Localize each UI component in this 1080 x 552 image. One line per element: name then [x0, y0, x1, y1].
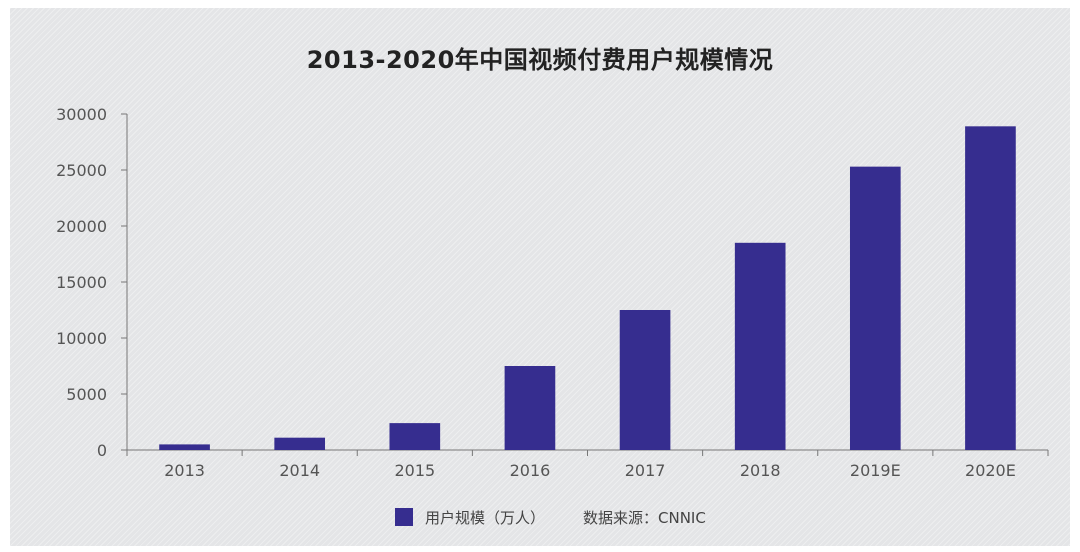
y-axis-ticks: 0 5000 10000 15000 20000 25000 30000	[56, 105, 127, 460]
x-tick-label: 2019E	[850, 461, 901, 480]
y-tick-label: 0	[97, 441, 107, 460]
bar-2013	[159, 444, 210, 450]
x-tick-label: 2015	[394, 461, 435, 480]
bar-2019E	[849, 166, 901, 450]
y-tick-label: 15000	[56, 273, 107, 292]
bar-2014	[274, 437, 326, 450]
data-source-note: 数据来源：CNNIC	[583, 508, 706, 527]
x-tick-label: 2014	[279, 461, 320, 480]
chart-title: 2013-2020年中国视频付费用户规模情况	[306, 46, 774, 74]
x-tick-label: 2018	[740, 461, 781, 480]
legend-swatch	[395, 508, 413, 526]
y-tick-label: 20000	[56, 217, 107, 236]
x-tick-label: 2017	[625, 461, 666, 480]
bar-2020E	[965, 126, 1016, 450]
y-tick-label: 25000	[56, 161, 107, 180]
x-tick-label: 2013	[164, 461, 205, 480]
legend-series-label: 用户规模（万人）	[425, 508, 546, 527]
x-tick-label: 2020E	[965, 461, 1016, 480]
bar-2018	[734, 242, 786, 450]
y-tick-label: 10000	[56, 329, 107, 348]
x-axis-ticks: 2013 2014 2015 2016 2017 2018 2019E 2020E	[126, 450, 1049, 480]
y-tick-label: 5000	[66, 385, 107, 404]
legend: 用户规模（万人） 数据来源：CNNIC	[395, 506, 706, 528]
bar-2015	[389, 423, 441, 450]
y-tick-label: 30000	[56, 105, 107, 124]
bar-series	[159, 126, 1016, 450]
bar-2017	[619, 310, 671, 450]
bar-2016	[504, 366, 556, 450]
x-tick-label: 2016	[510, 461, 551, 480]
